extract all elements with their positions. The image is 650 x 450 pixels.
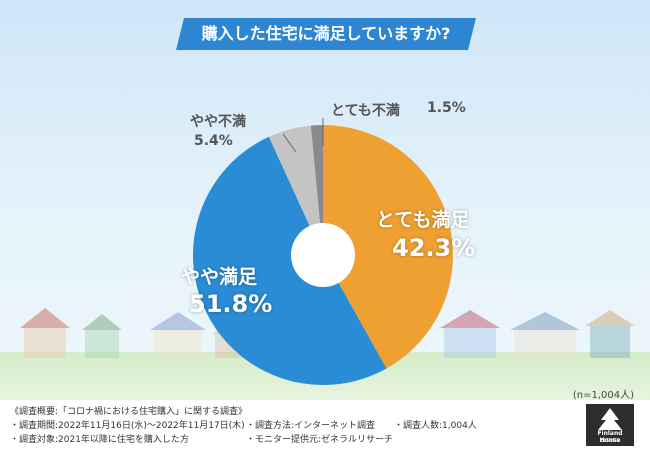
survey-count: ・調査人数:1,004人 [394,421,477,431]
slice-value-very-satisfied: 42.3% [392,234,476,262]
slice-value-somewhat-satisfied: 51.8% [189,290,273,318]
company-logo: Finland House BIGBOX [586,404,634,446]
slice-value-somewhat-dissatisfied: 5.4% [194,133,233,149]
slice-value-very-dissatisfied: 1.5% [427,100,466,116]
pie-slice-very-satisfied [323,125,453,369]
houses-illustration [20,308,635,358]
tree-icon [598,408,622,430]
chart-title: 購入した住宅に満足していますか? [201,24,451,43]
slice-label-very-dissatisfied: とても不満 [331,103,400,119]
title-banner [176,18,476,50]
sample-size-note: (n=1,004人) [572,390,634,401]
pie-slice-somewhat-satisfied [192,136,387,386]
donut-hole [291,223,355,287]
slice-label-somewhat-satisfied: やや満足 [181,266,258,288]
pie-slice-very-dissatisfied [310,125,323,255]
survey-target: ・調査対象:2021年以降に住宅を購入した方 [10,435,189,445]
survey-footer: 《調査概要:「コロナ禍における住宅購入」に関する調査》 ・調査期間:2022年1… [0,400,650,450]
slice-label-very-satisfied: とても満足 [376,209,470,231]
survey-heading: 《調査概要:「コロナ禍における住宅購入」に関する調査》 [10,407,248,417]
survey-method: ・調査方法:インターネット調査 [246,421,376,431]
slice-label-somewhat-dissatisfied: やや不満 [190,114,246,130]
survey-provider: ・モニター提供元:ゼネラルリサーチ [246,435,394,445]
donut-chart [192,118,453,386]
leader-line-somewhat-dissatisfied [282,133,297,153]
pie-slice-somewhat-dissatisfied [268,125,323,255]
survey-period: ・調査期間:2022年11月16日(水)〜2022年11月17日(木) [10,421,245,431]
